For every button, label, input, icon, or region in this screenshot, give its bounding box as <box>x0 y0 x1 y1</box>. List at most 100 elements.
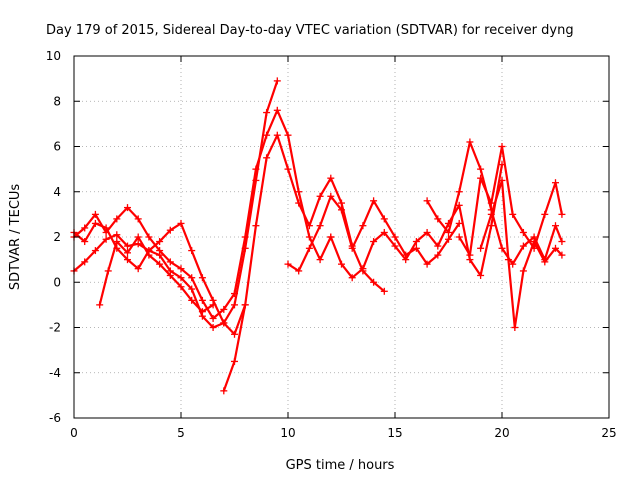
data-point-marker <box>241 233 249 241</box>
data-point-marker <box>124 204 131 212</box>
data-point-marker <box>541 210 549 218</box>
data-point-marker <box>96 301 104 309</box>
series-line <box>426 140 564 266</box>
data-point-marker <box>188 274 196 282</box>
data-point-marker <box>558 210 566 218</box>
data-point-marker <box>327 192 335 200</box>
data-point-marker <box>487 222 495 230</box>
data-point-marker <box>188 285 196 293</box>
satellite-track-2 <box>70 106 335 322</box>
data-point-marker <box>295 267 303 275</box>
data-point-marker <box>209 314 217 322</box>
series-line <box>98 235 215 313</box>
data-point-marker <box>273 131 281 139</box>
data-point-marker <box>412 244 420 252</box>
data-point-marker <box>166 226 174 234</box>
x-tick-label: 0 <box>70 426 78 440</box>
y-axis-label: SDTVAR / TECUs <box>8 184 23 291</box>
data-point-marker <box>284 131 292 139</box>
data-point-marker <box>552 222 559 230</box>
x-axis-label: GPS time / hours <box>286 458 395 473</box>
data-point-marker <box>445 235 452 243</box>
data-point-marker <box>434 251 442 259</box>
data-point-marker <box>284 165 292 173</box>
data-point-marker <box>209 301 217 309</box>
data-point-marker <box>198 296 206 304</box>
data-point-marker <box>284 260 292 268</box>
data-point-marker <box>380 215 388 223</box>
y-tick-label: 4 <box>53 185 61 199</box>
data-point-marker <box>423 260 431 268</box>
data-point-marker <box>231 301 238 309</box>
data-point-marker <box>295 199 303 207</box>
data-point-marker <box>348 244 356 252</box>
data-point-marker <box>327 233 335 241</box>
data-point-marker <box>519 228 527 236</box>
series-line <box>458 145 564 257</box>
satellite-track-10 <box>477 176 566 331</box>
data-point-marker <box>81 238 89 246</box>
data-point-marker <box>359 265 367 273</box>
data-point-marker <box>273 106 281 114</box>
data-point-marker <box>455 233 463 241</box>
y-tick-label: 6 <box>53 140 61 154</box>
data-point-marker <box>113 238 121 246</box>
data-point-marker <box>477 271 485 279</box>
data-point-marker <box>391 233 399 241</box>
data-point-marker <box>305 222 313 230</box>
data-point-marker <box>220 319 228 327</box>
series-line <box>479 179 564 329</box>
tick-layer: 0 5 10 15 20 25 -6 -4 -2 0 2 4 6 8 10 <box>46 49 617 440</box>
data-point-marker <box>156 238 164 246</box>
data-point-marker <box>81 224 89 232</box>
satellite-track-9 <box>455 143 566 259</box>
data-point-marker <box>498 143 506 150</box>
y-tick-label: 2 <box>53 230 61 244</box>
data-point-marker <box>124 256 131 264</box>
data-point-marker <box>316 192 324 200</box>
data-point-marker <box>519 242 527 250</box>
data-point-marker <box>102 228 110 236</box>
data-point-marker <box>198 308 206 316</box>
data-point-marker <box>156 247 164 255</box>
satellite-track-5 <box>220 131 388 395</box>
series-line <box>286 195 461 272</box>
data-point-marker <box>134 265 142 273</box>
data-point-marker <box>177 274 185 282</box>
data-point-marker <box>102 235 110 243</box>
data-point-marker <box>477 244 485 252</box>
data-point-marker <box>455 201 463 209</box>
data-point-marker <box>91 210 99 218</box>
data-point-marker <box>134 240 142 248</box>
data-point-marker <box>338 260 345 268</box>
data-point-marker <box>316 256 324 264</box>
x-tick-label: 25 <box>601 426 616 440</box>
data-point-marker <box>423 197 431 205</box>
data-point-marker <box>113 231 121 239</box>
data-point-marker <box>220 305 228 313</box>
y-tick-label: 0 <box>53 275 61 289</box>
data-point-marker <box>104 267 112 275</box>
data-point-marker <box>511 324 519 331</box>
data-point-marker <box>124 249 131 257</box>
data-point-marker <box>263 131 271 139</box>
data-point-marker <box>348 274 356 282</box>
data-point-marker <box>220 387 228 395</box>
series-line <box>72 109 332 320</box>
data-point-marker <box>434 242 442 250</box>
data-point-marker <box>359 222 367 230</box>
data-point-marker <box>519 267 527 275</box>
data-point-marker <box>552 179 559 187</box>
data-point-marker <box>241 301 249 309</box>
data-point-marker <box>295 188 303 196</box>
y-tick-label: -4 <box>49 366 61 380</box>
x-tick-label: 20 <box>494 426 509 440</box>
data-point-marker <box>81 258 89 266</box>
data-point-marker <box>466 251 474 259</box>
data-point-marker <box>402 256 410 264</box>
data-point-marker <box>380 228 388 236</box>
data-point-marker <box>156 260 164 268</box>
data-point-marker <box>166 258 174 266</box>
chart-title: Day 179 of 2015, Sidereal Day-to-day VTE… <box>46 23 574 38</box>
